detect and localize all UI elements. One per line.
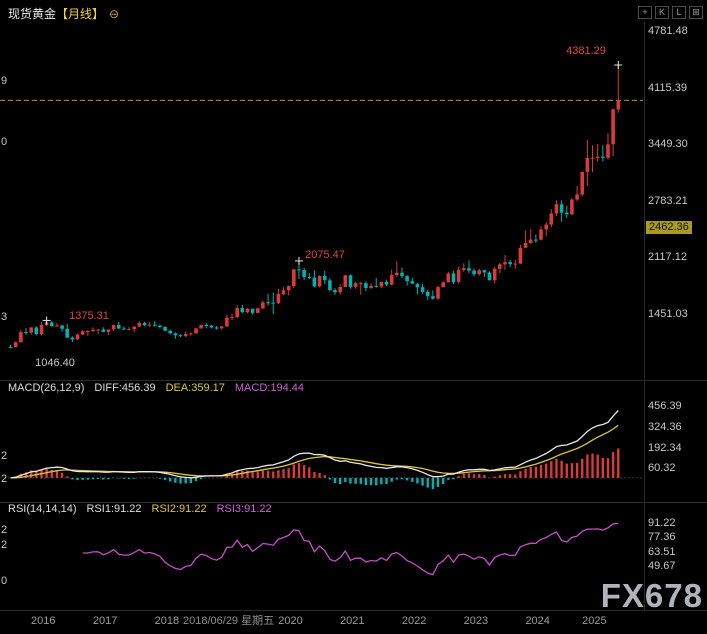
- extreme-point-markers: [42, 61, 623, 325]
- collapse-icon[interactable]: ⊖: [109, 7, 120, 21]
- rsi1-value: RSI1:91.22: [86, 503, 142, 515]
- candlesticks: [8, 65, 621, 349]
- chart-header: 现货黄金【月线】 ⊖: [8, 5, 119, 22]
- highlighted-price-label: 2462.36: [646, 221, 692, 235]
- crosshair-icon[interactable]: +: [638, 6, 652, 19]
- macd-panel: [0, 410, 643, 490]
- annotation-high-2075: 2075.47: [305, 249, 345, 261]
- fx678-watermark: FX678: [600, 577, 703, 614]
- kline-icon[interactable]: K: [655, 6, 669, 19]
- rsi-label-row: RSI(14,14,14) RSI1:91.22 RSI2:91.22 RSI3…: [8, 503, 272, 515]
- line-chart-icon[interactable]: L: [672, 6, 686, 19]
- macd-macd-value: MACD:194.44: [234, 382, 304, 394]
- macd-title: MACD(26,12,9): [8, 382, 85, 394]
- rsi-title: RSI(14,14,14): [8, 503, 77, 515]
- rsi2-value: RSI2:91.22: [151, 503, 207, 515]
- chart-toolbar: + K L ⊞: [638, 6, 703, 19]
- annotation-high-4381: 4381.29: [566, 45, 606, 57]
- period-label: 【月线】: [56, 7, 105, 21]
- macd-diff-value: DIFF:456.39: [94, 382, 156, 394]
- symbol-title: 现货黄金: [8, 7, 57, 21]
- rsi3-value: RSI3:91.22: [216, 503, 272, 515]
- annotation-high-1375: 1375.31: [69, 310, 109, 322]
- macd-dea-value: DEA:359.17: [165, 382, 225, 394]
- grid-layout-icon[interactable]: ⊞: [689, 6, 703, 19]
- panel-separators: [0, 22, 707, 611]
- macd-label-row: MACD(26,12,9) DIFF:456.39 DEA:359.17 MAC…: [8, 382, 304, 394]
- annotation-low-1046: 1046.40: [35, 357, 75, 369]
- rsi-line: [82, 522, 619, 576]
